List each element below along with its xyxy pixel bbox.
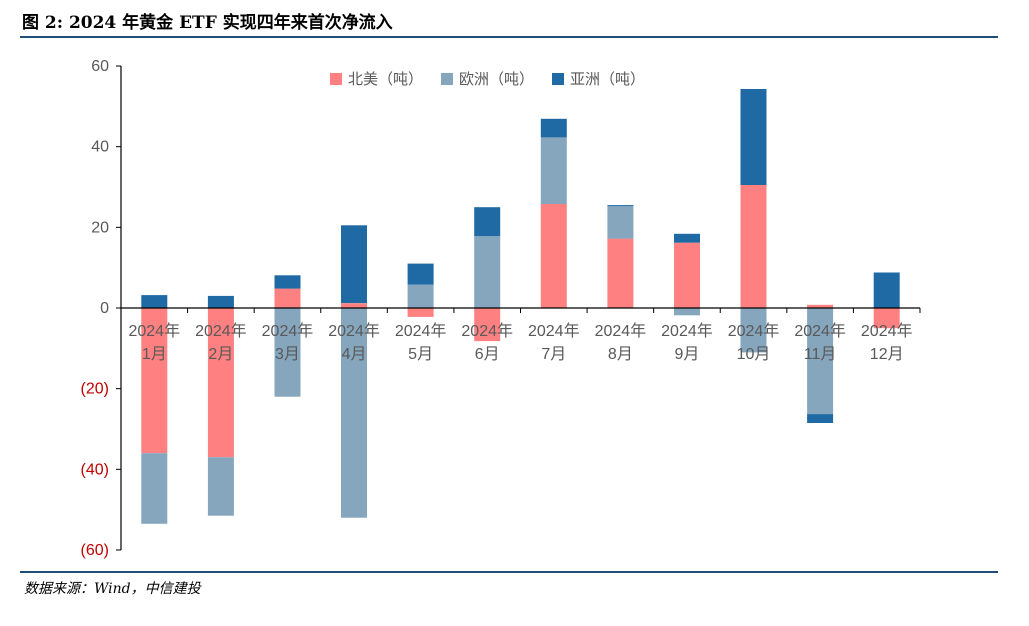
x-tick-label-year: 2024年 (461, 322, 513, 340)
x-tick-label-year: 2024年 (328, 322, 380, 340)
legend-item-europe: 欧洲（吨） (441, 68, 534, 89)
bar-europe-10 (740, 308, 767, 353)
x-tick-label-month: 4月 (342, 346, 367, 363)
x-tick-label-year: 2024年 (728, 322, 780, 340)
source-note: 数据来源：Wind，中信建投 (24, 581, 201, 597)
x-tick-label-month: 2月 (208, 346, 233, 363)
bar-europe-1 (141, 453, 168, 524)
bar-europe-5 (407, 284, 434, 308)
bar-north-america-8 (607, 238, 634, 308)
bars-group (141, 89, 900, 524)
x-tick-label-month: 1月 (142, 346, 167, 363)
bar-north-america-7 (540, 203, 567, 308)
bar-europe-11 (807, 308, 834, 415)
legend-item-asia: 亚洲（吨） (552, 68, 645, 89)
bar-asia-9 (674, 233, 700, 243)
bar-north-america-10 (740, 185, 767, 308)
y-tick-label: 60 (91, 58, 109, 75)
bar-asia-7 (540, 118, 567, 138)
bar-north-america-4 (341, 303, 367, 308)
bar-asia-6 (474, 207, 501, 237)
x-tick-label-month: 10月 (737, 346, 771, 363)
bar-north-america-1 (141, 308, 168, 454)
bar-north-america-6 (474, 308, 501, 342)
legend-swatch-asia (552, 72, 565, 85)
x-tick-label-month: 11月 (804, 346, 837, 363)
y-tick-label: (20) (81, 381, 109, 398)
bar-north-america-9 (674, 242, 700, 308)
x-tick-label-year: 2024年 (794, 322, 846, 340)
x-tick-label-month: 3月 (275, 346, 300, 363)
x-tick-label-year: 2024年 (528, 322, 580, 340)
bar-asia-5 (407, 263, 434, 285)
y-tick-label: 40 (91, 139, 109, 156)
x-tick-label-month: 5月 (408, 346, 433, 363)
x-tick-label-year: 2024年 (395, 322, 447, 340)
x-tick-label-year: 2024年 (128, 322, 180, 340)
legend-label-europe: 欧洲（吨） (459, 70, 535, 88)
figure-title: 图 2: 2024 年黄金 ETF 实现四年来首次净流入 (22, 13, 393, 33)
x-tick-label-year: 2024年 (195, 322, 247, 340)
x-tick-label-month: 7月 (541, 346, 566, 363)
x-tick-label-year: 2024年 (661, 322, 713, 340)
legend-label-asia: 亚洲（吨） (570, 70, 646, 88)
x-tick-label-month: 9月 (675, 346, 700, 363)
bar-north-america-11 (807, 304, 834, 308)
y-tick-label: 20 (91, 219, 109, 236)
bar-asia-2 (207, 295, 234, 308)
bar-europe-7 (540, 137, 567, 204)
x-tick-label-month: 12月 (870, 346, 904, 363)
legend-swatch-north-america (330, 72, 342, 85)
x-tick-label-year: 2024年 (262, 322, 314, 340)
x-tick-label-year: 2024年 (595, 322, 647, 340)
y-tick-labels: 60 40 20 0 (20) (40) (60) (81, 58, 110, 559)
bar-europe-6 (474, 236, 501, 308)
axes-group (116, 65, 921, 551)
x-tick-label-year: 2024年 (861, 322, 913, 340)
bar-north-america-12 (873, 308, 900, 329)
bar-europe-2 (207, 457, 234, 516)
bar-north-america-5 (407, 308, 434, 317)
x-tick-label-month: 8月 (608, 346, 633, 363)
bar-asia-4 (341, 225, 367, 304)
bar-europe-3 (274, 308, 301, 397)
x-tick-labels: 2024年 1月 2024年 2月 2024年 3月 2024年 4月 2024年 5月 2024年… (128, 322, 912, 363)
bar-europe-8 (607, 206, 634, 239)
bar-asia-10 (740, 89, 767, 185)
bar-asia-3 (274, 275, 301, 289)
legend-label-north-america: 北美（吨） (348, 70, 424, 88)
bar-north-america-2 (207, 308, 234, 458)
bar-asia-8 (607, 205, 634, 207)
y-tick-label: 0 (100, 300, 109, 317)
top-rule (20, 36, 998, 38)
x-tick-label-month: 6月 (475, 346, 500, 363)
bottom-rule (20, 571, 998, 573)
bar-asia-12 (873, 272, 900, 308)
bar-europe-9 (674, 308, 700, 316)
bar-asia-11 (807, 414, 834, 423)
bar-asia-1 (141, 295, 168, 308)
legend: 北美（吨） 欧洲（吨） 亚洲（吨） (330, 68, 645, 89)
legend-item-north-america: 北美（吨） (330, 68, 423, 89)
bar-europe-4 (341, 308, 367, 518)
bar-north-america-3 (274, 288, 301, 308)
y-tick-label: (40) (81, 461, 109, 478)
legend-swatch-europe (441, 72, 454, 85)
y-tick-label: (60) (81, 542, 109, 559)
